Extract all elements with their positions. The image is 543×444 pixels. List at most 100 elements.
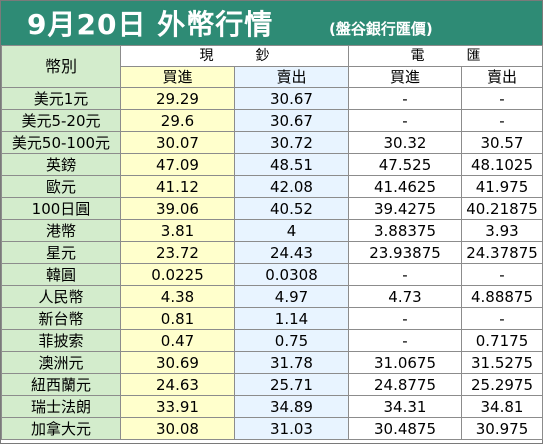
cash-buy-cell: 4.38 [120,285,235,308]
cash-buy-cell: 23.72 [120,241,235,264]
table-row: 加拿大元 30.08 31.03 30.4875 30.975 [1,417,543,440]
cash-group-header: 現 鈔 [120,45,349,67]
table-row: 新台幣 0.81 1.14- - [1,307,543,330]
currency-name-cell: 菲披索 [1,329,121,352]
currency-name-cell: 人民幣 [1,285,121,308]
tt-sell-cell: 34.81 [461,395,543,418]
tt-buy-cell: - [348,87,462,110]
tt-sell-cell: 48.1025 [461,153,543,176]
tt-sell-cell: - [461,87,543,110]
table-header-row: 幣別 現 鈔 電 匯 [1,45,543,88]
tt-buy-cell: 23.93875 [348,241,462,264]
table-row: 人民幣 4.38 4.97 4.73 4.88875 [1,285,543,308]
currency-name-cell: 紐西蘭元 [1,373,121,396]
table-row: 菲披索 0.47 0.75-0.7175 [1,329,543,352]
table-row: 紐西蘭元 24.63 25.71 24.8775 25.2975 [1,373,543,396]
tt-buy-cell: - [348,263,462,286]
tt-sell-cell: 3.93 [461,219,543,242]
currency-column-header: 幣別 [1,45,121,88]
tt-sell-cell: 41.975 [461,175,543,198]
cash-buy-cell: 0.0225 [120,263,235,286]
tt-buy-cell: 3.88375 [348,219,462,242]
tt-sell-cell: 31.5275 [461,351,543,374]
tt-sell-cell: - [461,307,543,330]
cash-sell-cell: 30.67 [234,87,349,110]
currency-name-cell: 韓圓 [1,263,121,286]
cash-sell-cell: 0.75 [234,329,349,352]
currency-name-cell: 加拿大元 [1,417,121,440]
tt-sell-cell: 30.975 [461,417,543,440]
cash-buy-cell: 29.29 [120,87,235,110]
cash-sell-cell: 30.67 [234,109,349,132]
cash-buy-cell: 24.63 [120,373,235,396]
cash-sell-cell: 24.43 [234,241,349,264]
tt-buy-cell: - [348,109,462,132]
currency-name-cell: 新台幣 [1,307,121,330]
cash-buy-cell: 30.69 [120,351,235,374]
exchange-rate-table: 幣別 現 鈔 電 匯 買進 賣出 買進 賣出 美元1元 29.29 30.67- - 美… [1,45,543,440]
currency-name-cell: 港幣 [1,219,121,242]
tt-sell-header: 賣出 [461,66,543,88]
tt-sell-cell: - [461,109,543,132]
table-row: 英鎊 47.09 48.51 47.525 48.1025 [1,153,543,176]
tt-sell-cell: - [461,263,543,286]
cash-buy-cell: 0.81 [120,307,235,330]
cash-sell-cell: 34.89 [234,395,349,418]
table-row: 歐元 41.12 42.08 41.4625 41.975 [1,175,543,198]
telegraphic-group-header: 電 匯 [348,45,543,67]
cash-buy-cell: 39.06 [120,197,235,220]
cash-buy-cell: 29.6 [120,109,235,132]
tt-buy-cell: - [348,329,462,352]
cash-sell-cell: 31.78 [234,351,349,374]
tt-sell-cell: 24.37875 [461,241,543,264]
cash-buy-cell: 30.08 [120,417,235,440]
table-row: 港幣 3.81 4 3.88375 3.93 [1,219,543,242]
tt-buy-cell: 47.525 [348,153,462,176]
cash-sell-cell: 4 [234,219,349,242]
table-row: 瑞士法朗 33.91 34.89 34.31 34.81 [1,395,543,418]
table-row: 美元5-20元 29.6 30.67- - [1,109,543,132]
cash-sell-cell: 40.52 [234,197,349,220]
tt-buy-cell: 34.31 [348,395,462,418]
currency-name-cell: 歐元 [1,175,121,198]
tt-sell-cell: 0.7175 [461,329,543,352]
currency-name-cell: 星元 [1,241,121,264]
cash-buy-cell: 33.91 [120,395,235,418]
cash-sell-cell: 31.03 [234,417,349,440]
currency-name-cell: 100日圓 [1,197,121,220]
cash-buy-cell: 41.12 [120,175,235,198]
currency-name-cell: 澳洲元 [1,351,121,374]
title-bar: 9月20日 外幣行情 (盤谷銀行匯價) [1,1,542,45]
table-row: 星元 23.72 24.43 23.93875 24.37875 [1,241,543,264]
tt-sell-cell: 30.57 [461,131,543,154]
tt-sell-cell: 4.88875 [461,285,543,308]
tt-buy-cell: 30.32 [348,131,462,154]
currency-name-cell: 英鎊 [1,153,121,176]
tt-sell-cell: 40.21875 [461,197,543,220]
cash-sell-cell: 1.14 [234,307,349,330]
cash-sell-cell: 48.51 [234,153,349,176]
table-row: 美元50-100元 30.07 30.72 30.32 30.57 [1,131,543,154]
page-title: 9月20日 外幣行情 [27,8,274,41]
cash-buy-cell: 0.47 [120,329,235,352]
cash-buy-cell: 30.07 [120,131,235,154]
table-row: 美元1元 29.29 30.67- - [1,87,543,110]
table-subheader-row: 買進 賣出 買進 賣出 [2,66,543,88]
cash-sell-cell: 0.0308 [234,263,349,286]
tt-buy-header: 買進 [348,66,462,88]
tt-buy-cell: - [348,307,462,330]
table-row: 韓圓 0.0225 0.0308- - [1,263,543,286]
tt-buy-cell: 4.73 [348,285,462,308]
cash-sell-cell: 30.72 [234,131,349,154]
table-row: 100日圓 39.06 40.52 39.4275 40.21875 [1,197,543,220]
cash-buy-cell: 47.09 [120,153,235,176]
cash-sell-header: 賣出 [234,66,349,88]
currency-name-cell: 瑞士法朗 [1,395,121,418]
tt-buy-cell: 39.4275 [348,197,462,220]
tt-buy-cell: 31.0675 [348,351,462,374]
tt-buy-cell: 30.4875 [348,417,462,440]
cash-sell-cell: 4.97 [234,285,349,308]
table-row: 澳洲元 30.69 31.78 31.0675 31.5275 [1,351,543,374]
cash-sell-cell: 25.71 [234,373,349,396]
